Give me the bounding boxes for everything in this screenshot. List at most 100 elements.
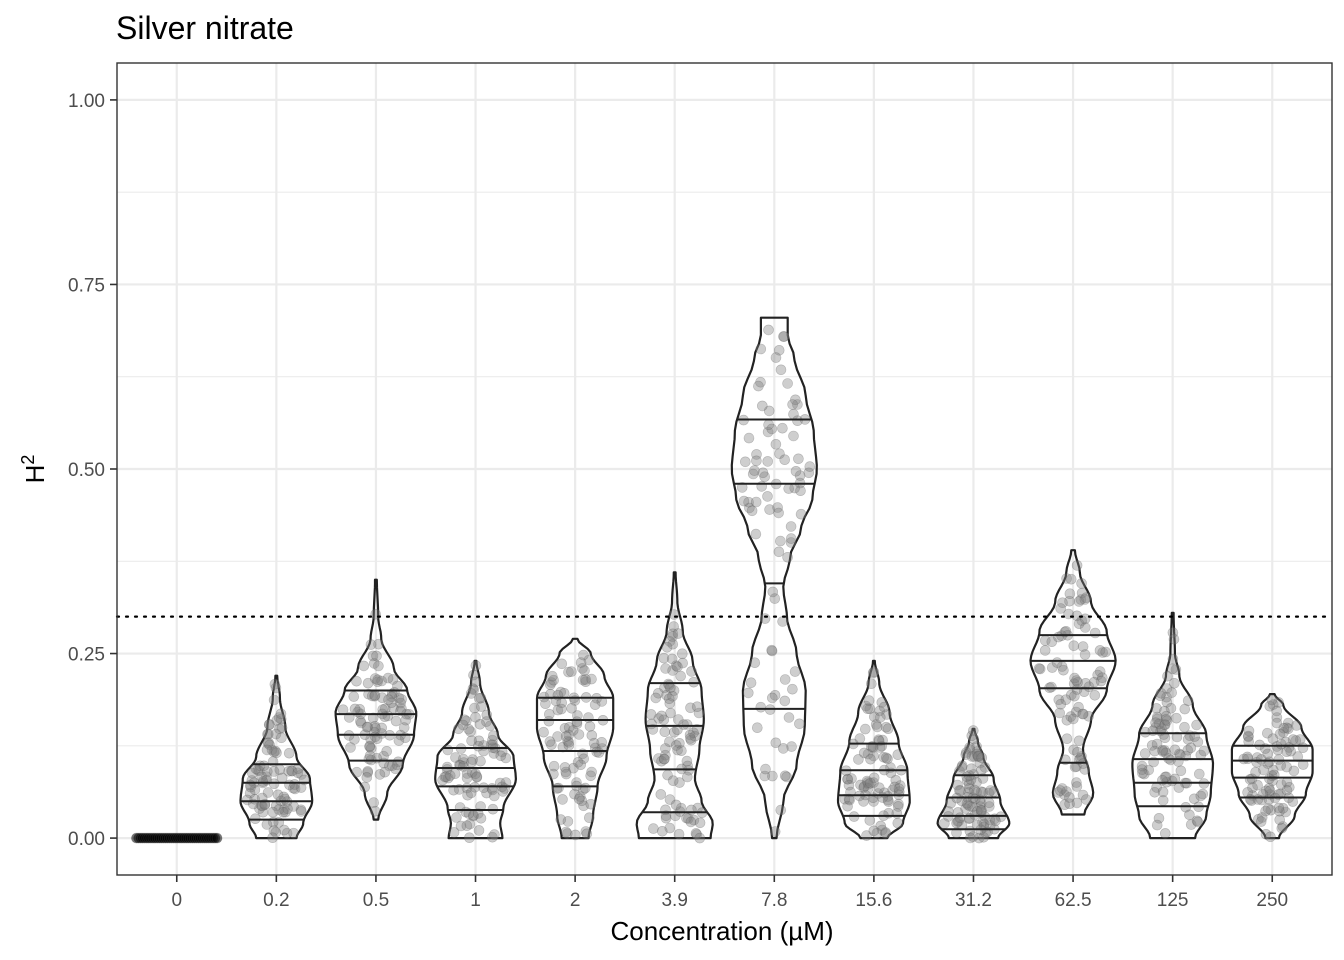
data-point <box>766 423 778 435</box>
data-point <box>1153 718 1165 730</box>
x-axis: 0 0.2 0.5 1 2 3.9 7.8 15.6 31.2 62.5 125 250 <box>171 875 1288 911</box>
data-point <box>345 742 356 753</box>
data-point <box>1061 733 1073 745</box>
y-tick-label: 0.75 <box>68 275 105 296</box>
data-point <box>1261 785 1272 797</box>
data-point <box>1260 828 1272 840</box>
data-point <box>759 613 771 624</box>
data-point <box>372 674 384 686</box>
data-point <box>769 689 781 701</box>
data-point <box>1277 821 1289 832</box>
data-point <box>785 521 797 532</box>
data-point <box>1073 701 1084 713</box>
data-point <box>578 649 589 661</box>
data-point <box>481 709 493 721</box>
data-point <box>481 787 492 799</box>
data-point <box>249 784 261 796</box>
data-point <box>386 760 398 771</box>
data-point <box>967 831 979 842</box>
data-point <box>1055 603 1066 614</box>
data-point <box>473 693 485 704</box>
data-point <box>789 666 801 677</box>
data-point <box>984 820 996 831</box>
x-tick-label: 250 <box>1256 890 1288 911</box>
data-point <box>1140 726 1151 738</box>
data-point <box>276 732 287 744</box>
data-point <box>743 432 755 444</box>
data-point <box>1064 588 1076 600</box>
data-point <box>442 772 454 784</box>
data-point <box>770 352 782 363</box>
data-point <box>572 756 584 768</box>
data-point <box>770 438 782 450</box>
y-axis-title-base: H <box>20 465 50 484</box>
data-point <box>1271 712 1283 723</box>
data-point <box>646 718 657 730</box>
data-point <box>1280 736 1291 748</box>
data-point <box>664 636 676 647</box>
data-point <box>894 780 906 791</box>
data-point <box>461 772 473 784</box>
data-point <box>1139 748 1151 759</box>
data-point <box>1154 690 1166 702</box>
data-point <box>242 794 253 806</box>
data-point <box>665 707 676 719</box>
data-point <box>578 753 590 765</box>
data-point <box>653 753 664 764</box>
data-point <box>276 772 288 784</box>
data-point <box>974 801 986 812</box>
y-axis-title-superscript: 2 <box>18 455 38 465</box>
data-point <box>964 744 976 755</box>
data-point <box>500 777 512 788</box>
data-point <box>673 828 685 840</box>
data-point <box>585 770 597 782</box>
data-point <box>746 505 758 517</box>
data-point <box>656 825 668 837</box>
data-point <box>968 733 980 745</box>
data-point <box>736 482 748 493</box>
data-point <box>1291 720 1302 731</box>
data-point <box>658 753 670 765</box>
data-point <box>1149 786 1160 798</box>
data-point <box>763 419 774 431</box>
data-point <box>1281 722 1292 734</box>
data-point <box>675 670 687 682</box>
data-point <box>972 751 984 763</box>
data-point <box>979 762 991 773</box>
data-point <box>862 783 874 794</box>
data-point <box>976 805 988 816</box>
data-point <box>280 806 291 818</box>
data-point <box>670 660 682 672</box>
data-point <box>393 692 405 704</box>
data-point <box>858 781 870 792</box>
y-axis-title: H2 <box>18 455 50 484</box>
data-point <box>1284 781 1295 793</box>
violin-shape <box>1131 611 1215 840</box>
data-point <box>545 688 556 700</box>
data-point <box>586 673 597 685</box>
data-point <box>779 454 791 466</box>
data-point <box>544 736 556 747</box>
data-point <box>1073 735 1085 747</box>
data-point <box>775 535 786 547</box>
data-point <box>274 723 285 735</box>
data-point <box>767 586 779 598</box>
data-point <box>1100 646 1111 658</box>
data-point <box>867 742 879 753</box>
data-point <box>1071 781 1083 792</box>
data-point <box>464 832 475 844</box>
data-point <box>803 467 815 479</box>
data-point <box>457 719 469 731</box>
data-point <box>1151 713 1163 725</box>
data-point <box>295 804 307 816</box>
data-point <box>971 746 983 757</box>
data-point <box>672 628 684 639</box>
data-point <box>1169 744 1181 756</box>
data-point <box>862 777 874 788</box>
data-point <box>670 740 682 751</box>
data-point <box>939 818 950 829</box>
data-point <box>882 723 894 735</box>
data-point <box>588 737 600 749</box>
data-point <box>1179 721 1190 733</box>
data-point <box>364 741 376 753</box>
